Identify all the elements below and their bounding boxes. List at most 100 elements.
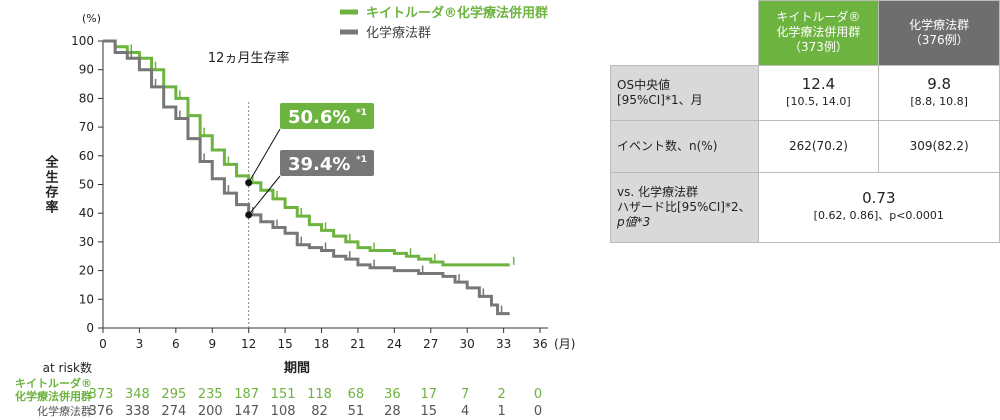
x-tick-label: 3 <box>136 337 144 351</box>
y-tick-label: 100 <box>71 34 94 48</box>
at-risk-value: 2 <box>497 387 505 402</box>
row-label: OS中央値 [95%CI]*1、月 <box>610 64 759 121</box>
at-risk-value: 376 <box>89 404 114 419</box>
x-tick-label: 0 <box>99 337 107 351</box>
at-risk-value: 82 <box>311 404 328 419</box>
value-label-box <box>280 150 374 176</box>
at-risk-value: 36 <box>384 387 401 402</box>
series-line-0 <box>103 39 510 267</box>
at-risk-value: 28 <box>384 404 401 419</box>
cell: 0.73 [0.62, 0.86]、p<0.0001 <box>757 171 1000 243</box>
y-tick-label: 80 <box>79 91 94 105</box>
x-tick-label: 33 <box>496 337 511 351</box>
y-tick-label: 60 <box>79 149 94 163</box>
y-unit: (%) <box>82 12 101 25</box>
at-risk-value: 17 <box>421 387 438 402</box>
x-tick-label: 9 <box>208 337 216 351</box>
value-label: 39.4% <box>288 154 350 175</box>
at-risk-value: 274 <box>161 404 186 419</box>
at-risk-value: 108 <box>271 404 296 419</box>
legend-label: 化学療法群 <box>366 25 431 41</box>
x-tick-label: 27 <box>423 337 438 351</box>
header-text: キイトルーダ® <box>776 10 861 25</box>
at-risk-label: 化学療法群 <box>37 404 92 418</box>
at-risk-label: キイトルーダ® <box>15 376 92 390</box>
label-text: [95%CI]*1、月 <box>617 92 703 107</box>
value-label-box <box>280 103 374 129</box>
value: 12.4 <box>801 74 836 93</box>
at-risk-value: 4 <box>461 404 469 419</box>
table-row: OS中央値 [95%CI]*1、月 12.4 [10.5, 14.0] 9.8 [8.… <box>610 64 1000 121</box>
cell: 9.8 [8.8, 10.8] <box>878 64 1000 121</box>
x-tick-label: 36 <box>532 337 547 351</box>
summary-table: キイトルーダ® 化学療法併用群 （373例） 化学療法群 （376例） OS中央値 [9… <box>610 0 1000 243</box>
y-tick-label: 10 <box>79 292 94 306</box>
leader-line <box>248 175 281 216</box>
legend-label: キイトルーダ®化学療法併用群 <box>366 5 548 21</box>
y-tick-label: 40 <box>79 206 94 220</box>
point-12m <box>245 211 253 219</box>
at-risk-value: 7 <box>461 387 469 402</box>
cell: 12.4 [10.5, 14.0] <box>757 64 880 121</box>
y-tick-label: 30 <box>79 235 94 249</box>
x-tick-label: 15 <box>277 337 292 351</box>
at-risk-value: 200 <box>198 404 223 419</box>
annotation: 12ヵ月生存率 <box>208 50 290 66</box>
table-row: vs. 化学療法群 ハザード比[95%CI]*2、 p値*3 0.73 [0.62, … <box>610 171 1000 243</box>
x-tick-label: 6 <box>172 337 180 351</box>
at-risk-value: 15 <box>421 404 438 419</box>
table-row: イベント数、n(%) 262(70.2) 309(82.2) <box>610 119 1000 173</box>
at-risk-value: 151 <box>271 387 296 402</box>
ci: [10.5, 14.0] <box>786 94 851 108</box>
label-text: ハザード比[95%CI]*2、 <box>617 199 751 214</box>
value: 0.73 <box>862 189 896 207</box>
label-text: p値*3 <box>617 214 651 229</box>
series-line-1 <box>103 39 510 316</box>
at-risk-title: at risk数 <box>43 360 92 375</box>
cell: 262(70.2) <box>757 119 880 173</box>
value-label-note: *1 <box>356 155 367 165</box>
cell: 309(82.2) <box>878 119 1000 173</box>
header-chemo: 化学療法群 （376例） <box>878 0 1000 66</box>
x-tick-label: 21 <box>350 337 365 351</box>
at-risk-value: 235 <box>198 387 223 402</box>
y-axis-label: 全生存率 <box>43 154 60 215</box>
at-risk-value: 118 <box>307 387 332 402</box>
at-risk-value: 0 <box>534 387 542 402</box>
label-text: vs. 化学療法群 <box>617 184 698 199</box>
x-tick-label: 30 <box>460 337 475 351</box>
header-text: （373例） <box>788 40 848 55</box>
ci: [8.8, 10.8] <box>910 94 968 108</box>
row-label: vs. 化学療法群 ハザード比[95%CI]*2、 p値*3 <box>610 171 759 243</box>
value-label: 50.6% <box>288 107 350 128</box>
leader-line <box>248 128 281 184</box>
x-tick-label: 12 <box>241 337 256 351</box>
at-risk-value: 295 <box>161 387 186 402</box>
y-tick-label: 70 <box>79 120 94 134</box>
y-tick-label: 50 <box>79 178 94 192</box>
y-tick-label: 0 <box>86 321 94 335</box>
value: 9.8 <box>927 74 952 93</box>
header-text: 化学療法併用群 <box>776 25 861 40</box>
at-risk-value: 338 <box>125 404 150 419</box>
at-risk-value: 187 <box>234 387 259 402</box>
x-unit: (月) <box>554 337 575 351</box>
header-text: 化学療法群 <box>909 17 970 32</box>
at-risk-value: 51 <box>348 404 365 419</box>
x-tick-label: 18 <box>314 337 329 351</box>
at-risk-value: 68 <box>348 387 365 402</box>
point-12m <box>245 179 253 187</box>
at-risk-value: 348 <box>125 387 150 402</box>
x-tick-label: 24 <box>387 337 402 351</box>
label-text: OS中央値 <box>617 77 671 92</box>
header-pembro: キイトルーダ® 化学療法併用群 （373例） <box>757 0 880 66</box>
at-risk-value: 1 <box>497 404 505 419</box>
row-label: イベント数、n(%) <box>610 119 759 173</box>
at-risk-label: 化学療法併用群 <box>15 389 92 403</box>
at-risk-value: 147 <box>234 404 259 419</box>
at-risk-value: 373 <box>89 387 114 402</box>
value-label-note: *1 <box>356 108 367 118</box>
y-tick-label: 90 <box>79 63 94 77</box>
